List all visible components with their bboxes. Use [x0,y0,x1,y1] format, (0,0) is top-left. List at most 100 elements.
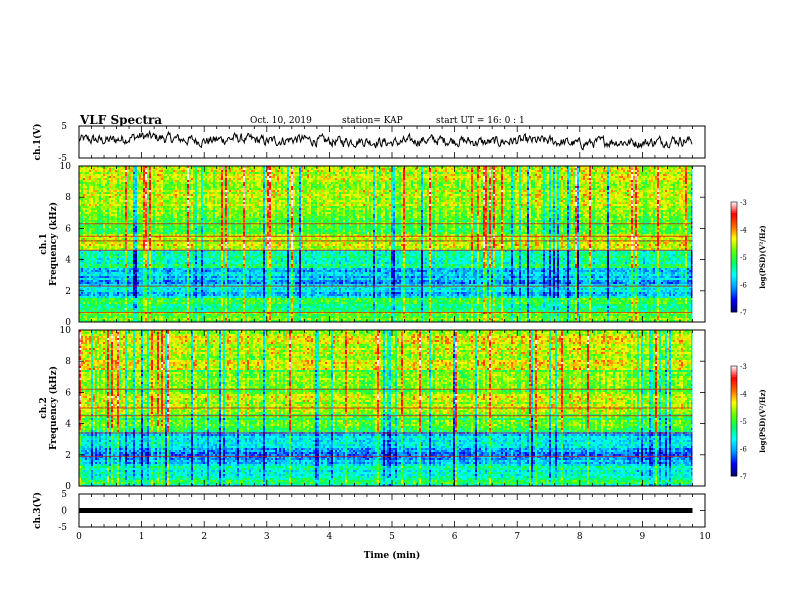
spectrogram-cell [465,170,467,172]
spectrogram-cell [577,180,579,182]
spectrogram-cell [669,168,671,170]
spectrogram-cell [407,174,409,176]
spectrogram-cell [429,176,431,178]
spectrogram-cell [321,168,323,170]
spectrogram-cell [671,170,673,172]
spectrogram-cell [581,176,583,178]
spectrogram-cell [95,174,97,176]
spectrogram-cell [355,174,357,176]
spectrogram-cell [683,168,685,170]
spectrogram-cell [301,178,303,180]
spectrogram-cell [409,178,411,180]
spectrogram-cell [317,172,319,174]
spectrogram-cell [157,174,159,176]
spectrogram-cell [679,180,681,182]
spectrogram-cell [231,180,233,182]
spectrogram-cell [91,172,93,174]
spectrogram-cell [313,174,315,176]
spectrogram-cell [513,176,515,178]
spectrogram-cell [463,180,465,182]
spectrogram-cell [553,174,555,176]
spectrogram-cell [459,174,461,176]
spectrogram-cell [603,170,605,172]
spectrogram-cell [673,180,675,182]
spectrogram-cell [175,174,177,176]
spectrogram-cell [219,174,221,176]
spectrogram-cell [587,178,589,180]
spectrogram-cell [181,168,183,170]
spectrogram-cell [103,176,105,178]
spectrogram-cell [543,174,545,176]
spectrogram-cell [279,180,281,182]
spectrogram-cell [129,170,131,172]
spectrogram-cell [549,170,551,172]
spectrogram-cell [541,176,543,178]
spectrogram-cell [179,170,181,172]
spectrogram-cell [655,172,657,174]
spectrogram-cell [523,178,525,180]
spectrogram-cell [661,168,663,170]
spectrogram-cell [545,170,547,172]
spectrogram-cell [147,180,149,182]
spectrogram-cell [231,168,233,170]
spectrogram-cell [85,180,87,182]
spectrogram-cell [637,174,639,176]
spectrogram-cell [321,170,323,172]
spectrogram-cell [395,180,397,182]
spectrogram-cell [147,174,149,176]
spectrogram-cell [427,172,429,174]
spectrogram-cell [675,180,677,182]
spectrogram-cell [369,178,371,180]
spectrogram-cell [377,172,379,174]
spectrogram-cell [251,178,253,180]
spectrogram-cell [485,170,487,172]
spectrogram-cell [109,170,111,172]
spectrogram-cell [627,176,629,178]
spectrogram-cell [111,172,113,174]
spectrogram-cell [593,168,595,170]
spectrogram-cell [669,174,671,176]
spectrogram-cell [401,178,403,180]
spectrogram-cell [505,170,507,172]
spectrogram-cell [459,168,461,170]
spectrogram-cell [323,170,325,172]
spectrogram-cell [563,178,565,180]
spectrogram-cell [497,180,499,182]
spectrogram-cell [545,178,547,180]
spectrogram-cell [637,178,639,180]
spectrogram-cell [379,172,381,174]
spectrogram-cell [141,176,143,178]
spectrogram-cell [341,172,343,174]
spectrogram-cell [407,178,409,180]
spectrogram-cell [585,170,587,172]
spectrogram-cell [525,176,527,178]
spectrogram-cell [157,172,159,174]
spectrogram-cell [485,168,487,170]
spectrogram-cell [481,176,483,178]
spectrogram-cell [555,168,557,170]
spectrogram-cell [297,174,299,176]
spectrogram-cell [663,172,665,174]
spectrogram-cell [219,176,221,178]
spectrogram-cell [333,178,335,180]
spectrogram-cell [687,170,689,172]
spectrogram-cell [655,180,657,182]
spectrogram-cell [281,174,283,176]
spectrogram-cell [575,180,577,182]
spectrogram-cell [687,176,689,178]
spectrogram-cell [255,168,257,170]
spectrogram-cell [529,180,531,182]
spectrogram-cell [517,174,519,176]
spectrogram-cell [485,172,487,174]
spectrogram-cell [487,178,489,180]
spectrogram-cell [89,180,91,182]
spectrogram-cell [621,176,623,178]
spectrogram-cell [205,170,207,172]
spectrogram-cell [653,172,655,174]
spectrogram-cell [411,168,413,170]
spectrogram-cell [649,176,651,178]
spectrogram-cell [137,170,139,172]
spectrogram-cell [493,170,495,172]
spectrogram-cell [595,174,597,176]
